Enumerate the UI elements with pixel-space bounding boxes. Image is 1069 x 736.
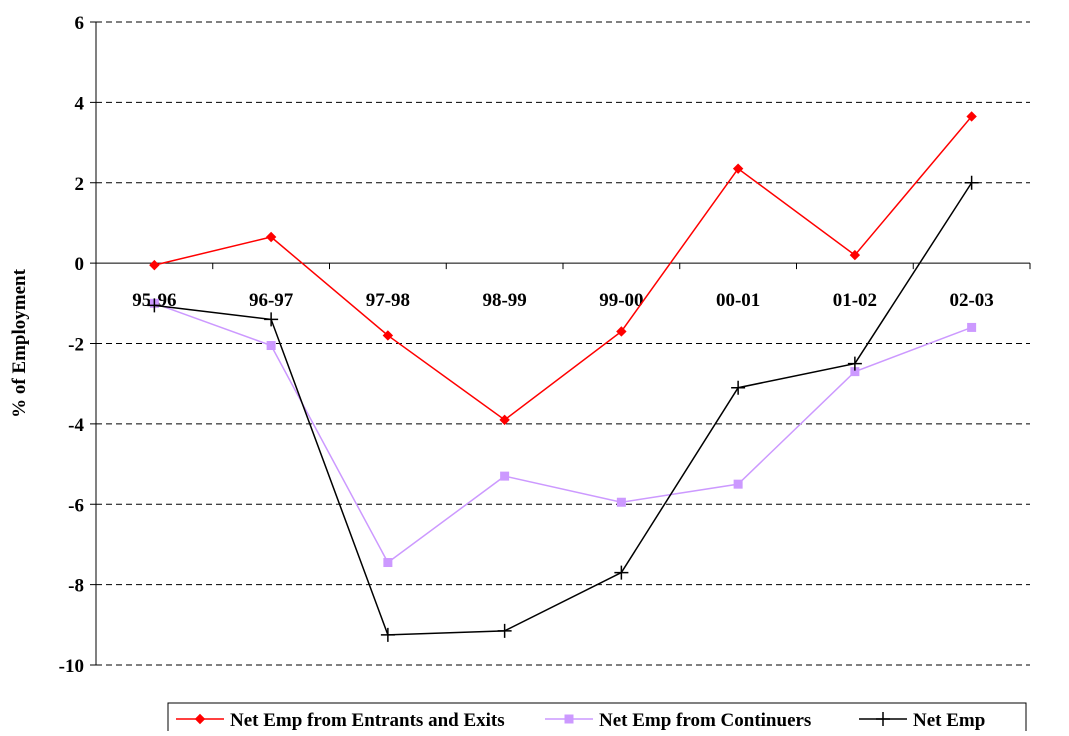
data-point <box>614 565 629 580</box>
data-point <box>149 259 160 271</box>
series-2 <box>147 175 979 642</box>
category-label: 98-99 <box>482 290 526 311</box>
y-tick-label: 4 <box>75 93 85 114</box>
series-layer <box>147 111 979 642</box>
y-tick-label: -4 <box>68 415 84 436</box>
series-line <box>154 302 972 564</box>
data-point <box>849 249 861 261</box>
y-tick-label: -2 <box>68 335 84 356</box>
axis-layer: 6420-2-4-6-8-1095-9696-9797-9898-9999-00… <box>9 13 1031 677</box>
y-tick-label: -8 <box>68 576 84 597</box>
y-tick-label: -10 <box>59 656 84 677</box>
legend-item: Net Emp <box>859 710 985 731</box>
data-point <box>850 367 860 377</box>
legend-label: Net Emp <box>913 710 985 731</box>
y-tick-label: -6 <box>68 495 84 516</box>
grid-layer <box>96 21 1030 666</box>
y-axis-label: % of Employment <box>9 268 30 418</box>
data-point <box>733 479 743 489</box>
data-point <box>380 627 395 642</box>
data-point <box>500 471 510 481</box>
category-label: 96-97 <box>249 290 294 311</box>
data-point <box>967 322 977 332</box>
data-point <box>194 713 206 725</box>
category-label: 01-02 <box>833 290 877 311</box>
data-point <box>731 380 746 395</box>
data-point <box>616 326 627 337</box>
data-point <box>382 330 394 341</box>
data-point <box>616 497 626 507</box>
legend: Net Emp from Entrants and Exits Net Emp f… <box>167 702 1027 736</box>
data-point <box>383 558 393 568</box>
y-tick-label: 0 <box>75 254 85 275</box>
legend-item: Net Emp from Entrants and Exits <box>176 710 505 731</box>
data-point <box>876 712 890 726</box>
legend-item: Net Emp from Continuers <box>545 710 811 731</box>
legend-label: Net Emp from Continuers <box>599 710 811 731</box>
category-label: 97-98 <box>366 290 410 311</box>
legend-label: Net Emp from Entrants and Exits <box>230 710 505 731</box>
data-point <box>497 623 512 638</box>
series-0 <box>149 111 977 426</box>
series-line <box>154 115 973 421</box>
series-1 <box>149 298 977 568</box>
category-label: 02-03 <box>949 290 993 311</box>
data-point <box>964 175 979 190</box>
data-point <box>265 231 277 243</box>
data-point <box>564 714 574 724</box>
y-tick-label: 2 <box>75 174 85 195</box>
data-point <box>732 163 744 174</box>
series-line <box>154 182 973 636</box>
data-point <box>264 312 279 327</box>
category-label: 00-01 <box>716 290 760 311</box>
data-point <box>847 356 862 371</box>
data-point <box>266 341 276 351</box>
y-tick-label: 6 <box>75 13 85 34</box>
data-point <box>499 414 510 426</box>
data-point <box>147 298 162 313</box>
data-point <box>966 111 977 122</box>
category-label: 99-00 <box>599 290 643 311</box>
